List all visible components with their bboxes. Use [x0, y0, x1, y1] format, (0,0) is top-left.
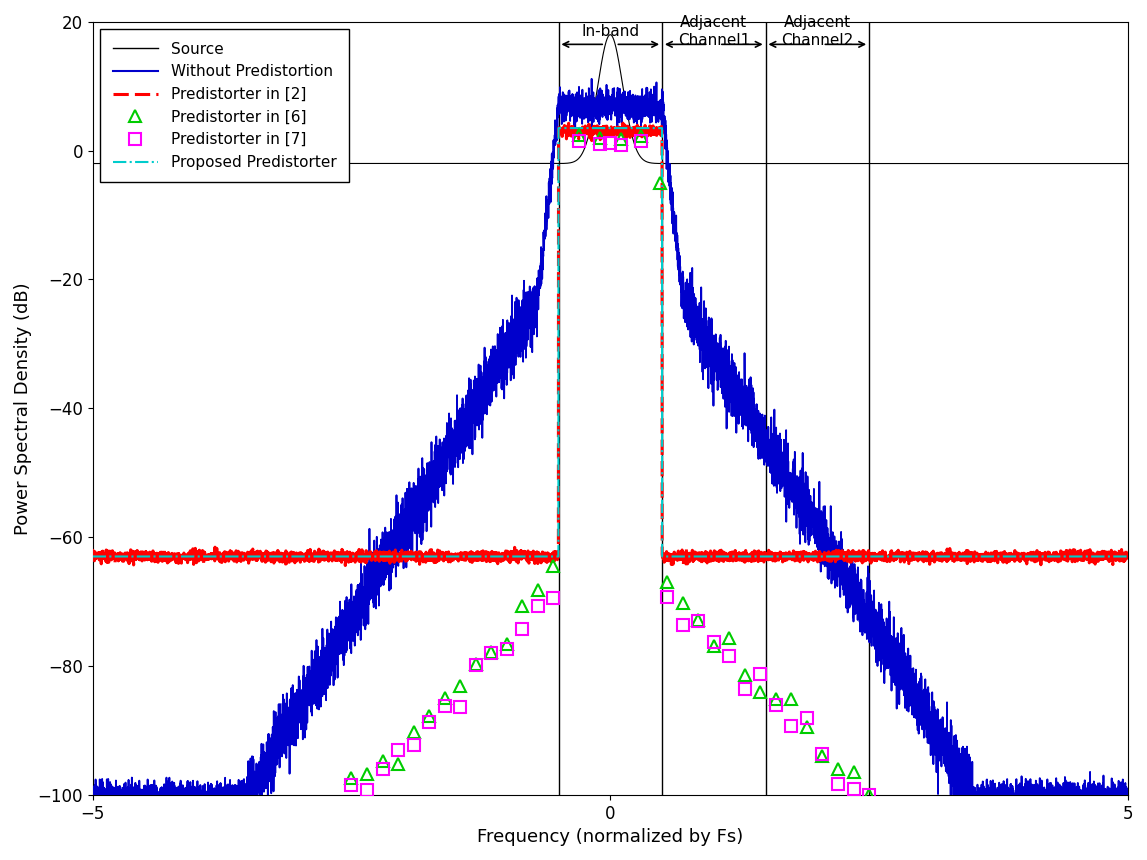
Y-axis label: Power Spectral Density (dB): Power Spectral Density (dB) [14, 282, 32, 535]
Legend: Source, Without Predistortion, Predistorter in [2], Predistorter in [6], Predist: Source, Without Predistortion, Predistor… [100, 29, 349, 182]
X-axis label: Frequency (normalized by Fs): Frequency (normalized by Fs) [477, 828, 743, 846]
Text: In-band: In-band [582, 24, 639, 39]
Text: Adjacent
Channel1: Adjacent Channel1 [678, 15, 750, 47]
Text: Adjacent
Channel2: Adjacent Channel2 [781, 15, 853, 47]
